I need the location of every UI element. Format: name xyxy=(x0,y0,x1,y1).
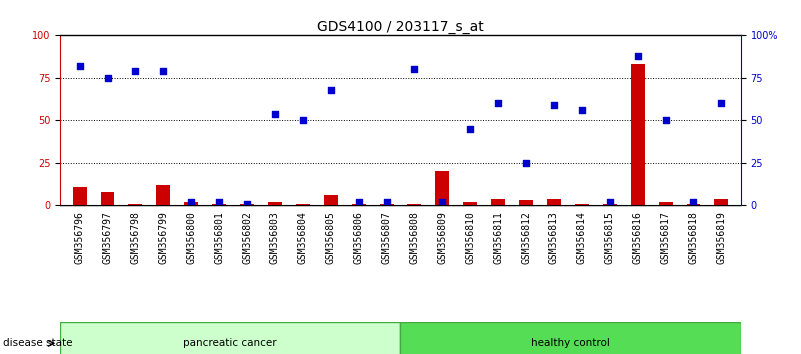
Text: disease state: disease state xyxy=(3,338,73,348)
Bar xyxy=(658,202,673,205)
Point xyxy=(324,87,337,93)
Text: healthy control: healthy control xyxy=(531,338,610,348)
Bar xyxy=(436,171,449,205)
Point xyxy=(352,199,365,205)
Bar xyxy=(240,204,254,205)
Point xyxy=(185,199,198,205)
Text: GSM356797: GSM356797 xyxy=(103,211,112,264)
Text: GSM356801: GSM356801 xyxy=(214,211,224,264)
Text: GSM356806: GSM356806 xyxy=(354,211,364,264)
Text: GSM356798: GSM356798 xyxy=(131,211,140,264)
Text: GSM356805: GSM356805 xyxy=(326,211,336,264)
Point xyxy=(101,75,114,81)
Bar xyxy=(268,202,282,205)
Point xyxy=(659,118,672,123)
Text: GSM356813: GSM356813 xyxy=(549,211,559,264)
Text: GSM356815: GSM356815 xyxy=(605,211,615,264)
Bar xyxy=(519,200,533,205)
Point xyxy=(631,53,644,59)
Point xyxy=(492,101,505,106)
Point xyxy=(129,68,142,74)
Text: GSM356817: GSM356817 xyxy=(661,211,670,264)
Text: GSM356799: GSM356799 xyxy=(159,211,168,264)
Text: GSM356807: GSM356807 xyxy=(381,211,392,264)
Bar xyxy=(575,204,589,205)
Text: GSM356810: GSM356810 xyxy=(465,211,475,264)
Text: GSM356809: GSM356809 xyxy=(437,211,447,264)
Point xyxy=(408,67,421,72)
Point xyxy=(296,118,309,123)
Bar xyxy=(101,192,115,205)
Text: GSM356816: GSM356816 xyxy=(633,211,642,264)
Point xyxy=(436,199,449,205)
Bar xyxy=(463,202,477,205)
Bar xyxy=(714,199,728,205)
FancyBboxPatch shape xyxy=(60,322,400,354)
Bar xyxy=(324,195,338,205)
Bar xyxy=(408,204,421,205)
Text: GSM356808: GSM356808 xyxy=(409,211,420,264)
Bar xyxy=(73,187,87,205)
Point xyxy=(715,101,728,106)
Point xyxy=(687,199,700,205)
Bar xyxy=(380,204,393,205)
Point xyxy=(464,126,477,132)
Text: GSM356811: GSM356811 xyxy=(493,211,503,264)
Title: GDS4100 / 203117_s_at: GDS4100 / 203117_s_at xyxy=(317,21,484,34)
Text: GSM356814: GSM356814 xyxy=(577,211,587,264)
FancyBboxPatch shape xyxy=(400,322,741,354)
Bar xyxy=(686,204,700,205)
Text: GSM356819: GSM356819 xyxy=(716,211,727,264)
Text: GSM356804: GSM356804 xyxy=(298,211,308,264)
Bar xyxy=(296,204,310,205)
Bar xyxy=(630,64,645,205)
Text: GSM356802: GSM356802 xyxy=(242,211,252,264)
Bar xyxy=(212,204,226,205)
Text: GSM356796: GSM356796 xyxy=(74,211,85,264)
Text: GSM356818: GSM356818 xyxy=(689,211,698,264)
Point xyxy=(603,199,616,205)
Point xyxy=(213,199,226,205)
Bar xyxy=(128,204,143,205)
Text: GSM356803: GSM356803 xyxy=(270,211,280,264)
Bar xyxy=(352,204,365,205)
Bar xyxy=(156,185,171,205)
Text: GSM356800: GSM356800 xyxy=(186,211,196,264)
Point xyxy=(240,201,253,206)
Text: pancreatic cancer: pancreatic cancer xyxy=(183,338,277,348)
Point xyxy=(548,102,561,108)
Point xyxy=(268,111,281,116)
Bar xyxy=(491,199,505,205)
Point xyxy=(520,160,533,166)
Point xyxy=(73,63,86,69)
Bar xyxy=(547,199,561,205)
Point xyxy=(380,199,393,205)
Bar xyxy=(603,204,617,205)
Point xyxy=(575,107,588,113)
Text: GSM356812: GSM356812 xyxy=(521,211,531,264)
Bar xyxy=(184,202,198,205)
Point xyxy=(157,68,170,74)
